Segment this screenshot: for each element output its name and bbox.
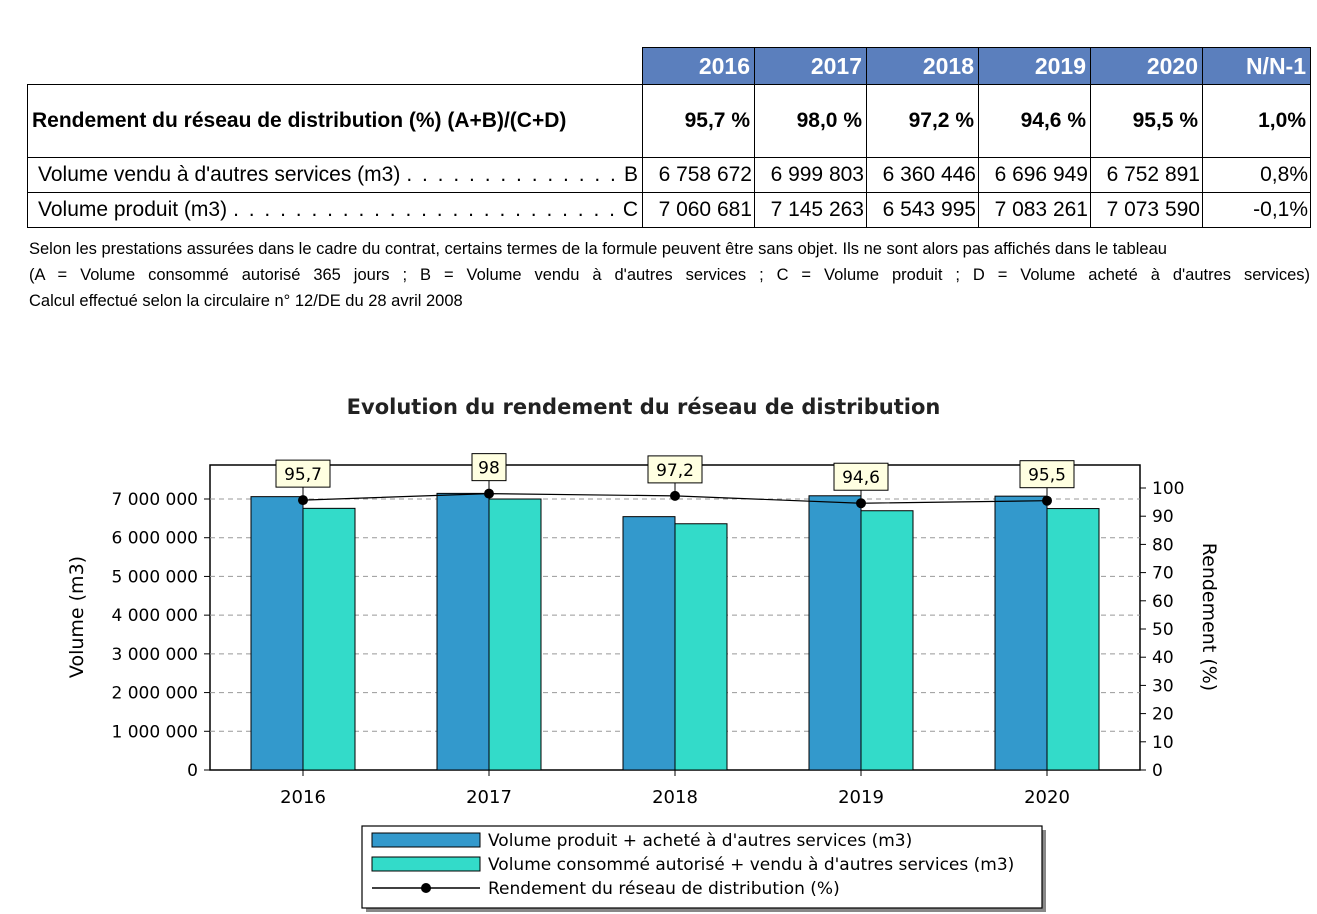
bar-produced <box>622 516 676 771</box>
y-tick-label: 0 <box>187 761 198 781</box>
legend-swatch <box>371 856 481 872</box>
rendement-table: 2016 2017 2018 2019 2020 N/N-1 Rendement… <box>27 47 1311 228</box>
table-cell-delta: -0,1% <box>1202 192 1311 228</box>
table-notes: Selon les prestations assurées dans le c… <box>29 236 1310 314</box>
table-cell: 7 060 681 <box>642 192 755 228</box>
y-tick-label: 3 000 000 <box>111 645 198 665</box>
bar-produced <box>808 495 862 771</box>
y-tick-label: 1 000 000 <box>111 722 198 742</box>
x-tick-label: 2017 <box>466 787 512 808</box>
row-label: Rendement du réseau de distribution (%) … <box>32 109 567 132</box>
table-cell: 94,6 % <box>978 84 1091 158</box>
row-code: B <box>623 163 638 186</box>
table-cell: 98,0 % <box>754 84 867 158</box>
header-delta: N/N-1 <box>1202 47 1311 85</box>
x-tick-label: 2016 <box>280 787 326 808</box>
table-cell-delta: 0,8% <box>1202 157 1311 193</box>
data-label-box <box>833 462 889 491</box>
y2-tick-label: 90 <box>1152 507 1174 527</box>
data-label: 95,7 <box>284 465 322 485</box>
header-year: 2020 <box>1090 47 1203 85</box>
x-tick-label: 2018 <box>652 787 698 808</box>
bar-consumed <box>302 507 356 771</box>
x-tick-label: 2019 <box>838 787 884 808</box>
note-line: (A = Volume consommé autorisé 365 jours … <box>29 266 1310 284</box>
table-cell: 6 543 995 <box>866 192 979 228</box>
row-code: C <box>622 198 638 221</box>
table-cell: 95,5 % <box>1090 84 1203 158</box>
table-row: Rendement du réseau de distribution (%) … <box>27 84 1311 158</box>
y2-tick-label: 40 <box>1152 648 1174 668</box>
x-tick-label: 2020 <box>1024 787 1070 808</box>
row-label: Volume produit (m3) <box>38 198 228 221</box>
data-label: 94,6 <box>842 468 880 488</box>
note-line: Selon les prestations assurées dans le c… <box>29 240 1167 258</box>
y-tick-label: 6 000 000 <box>111 529 198 549</box>
bar-produced <box>436 492 490 771</box>
data-label: 97,2 <box>656 461 694 481</box>
y-tick-label: 2 000 000 <box>111 684 198 704</box>
table-cell: 7 073 590 <box>1090 192 1203 228</box>
y2-tick-label: 60 <box>1152 592 1174 612</box>
row-label: Volume vendu à d'autres services (m3) <box>38 163 401 186</box>
y2-axis-label: Rendement (%) <box>1198 543 1220 691</box>
y2-tick-label: 100 <box>1152 479 1184 499</box>
header-year: 2016 <box>642 47 755 85</box>
table-cell-delta: 1,0% <box>1202 84 1311 158</box>
legend-label: Volume produit + acheté à d'autres servi… <box>488 831 912 851</box>
bar-consumed <box>1046 508 1100 771</box>
y-tick-label: 5 000 000 <box>111 567 198 587</box>
table-row: Volume vendu à d'autres services (m3) B 6… <box>27 157 1311 193</box>
table-cell: 6 360 446 <box>866 157 979 193</box>
table-cell: 95,7 % <box>642 84 755 158</box>
data-label: 95,5 <box>1028 466 1066 486</box>
legend-label: Rendement du réseau de distribution (%) <box>488 879 840 899</box>
table-cell: 6 999 803 <box>754 157 867 193</box>
table-header-row: 2016 2017 2018 2019 2020 N/N-1 <box>27 47 1311 85</box>
legend-marker <box>421 883 431 893</box>
data-label: 98 <box>478 459 500 479</box>
table-cell: 6 752 891 <box>1090 157 1203 193</box>
y2-tick-label: 10 <box>1152 733 1174 753</box>
bar-consumed <box>488 498 542 771</box>
y2-tick-label: 70 <box>1152 564 1174 584</box>
legend-swatch <box>371 832 481 848</box>
y2-tick-label: 0 <box>1152 761 1163 781</box>
note-line: Calcul effectué selon la circulaire n° 1… <box>29 292 463 310</box>
table-cell: 7 083 261 <box>978 192 1091 228</box>
chart-title: Evolution du rendement du réseau de dist… <box>346 395 941 419</box>
y-axis-label: Volume (m3) <box>66 556 88 678</box>
table-row: Volume produit (m3) C 7 060 681 7 145 263… <box>27 192 1311 228</box>
y2-tick-label: 30 <box>1152 676 1174 696</box>
bar-produced <box>994 495 1048 771</box>
bar-consumed <box>860 510 914 771</box>
data-label-box <box>1019 460 1075 489</box>
data-label-box <box>471 453 507 482</box>
y2-tick-label: 80 <box>1152 535 1174 555</box>
legend-label: Volume consommé autorisé + vendu à d'aut… <box>488 855 1014 875</box>
y2-tick-label: 50 <box>1152 620 1174 640</box>
bar-produced <box>250 496 304 771</box>
bar-consumed <box>674 523 728 771</box>
y2-tick-label: 20 <box>1152 705 1174 725</box>
y-tick-label: 7 000 000 <box>111 490 198 510</box>
header-year: 2018 <box>866 47 979 85</box>
table-cell: 7 145 263 <box>754 192 867 228</box>
data-label-box <box>275 459 331 488</box>
y-tick-label: 4 000 000 <box>111 606 198 626</box>
data-label-box <box>647 455 703 484</box>
